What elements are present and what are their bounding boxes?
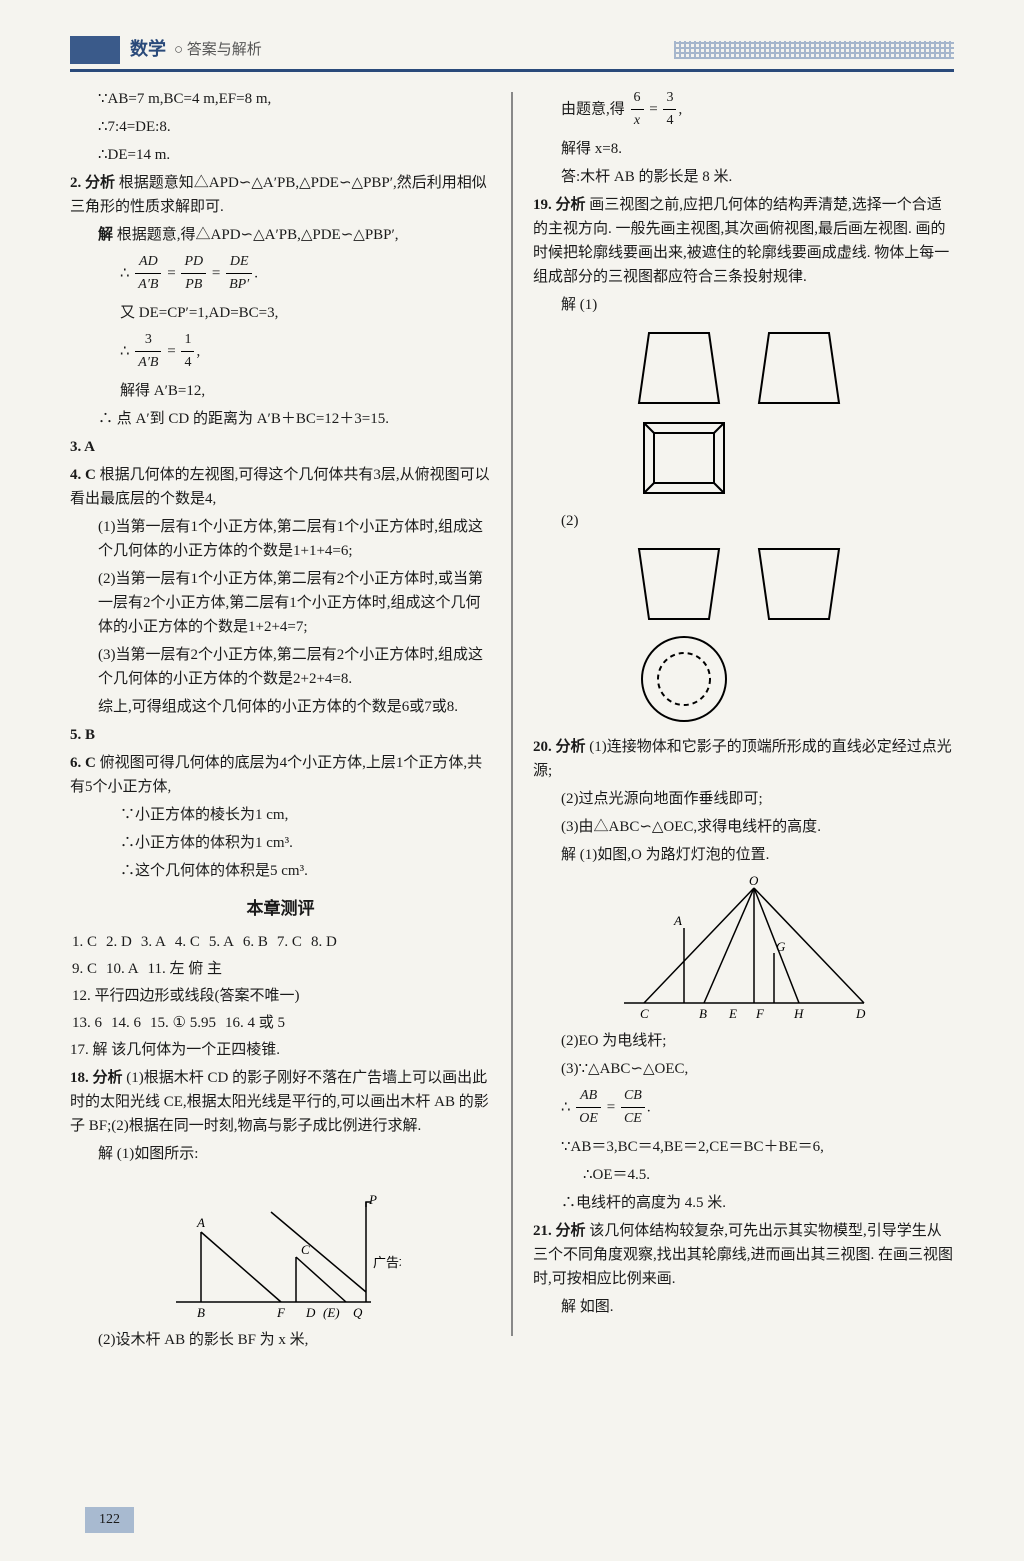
text: ∴电线杆的高度为 4.5 米. — [533, 1191, 954, 1215]
text: (3)由△ABC∽△OEC,求得电线杆的高度. — [533, 815, 954, 839]
text-line: ∵AB=7 m,BC=4 m,EF=8 m, — [70, 87, 491, 111]
q5: 5. B — [70, 723, 491, 747]
text: (3)当第一层有2个小正方体,第二层有2个小正方体时,组成这个几何体的小正方体的… — [70, 643, 491, 691]
q18-sol: 解 (1)如图所示: — [70, 1142, 491, 1166]
text: ∵小正方体的棱长为1 cm, — [70, 803, 491, 827]
svg-text:广告墙: 广告墙 — [373, 1255, 401, 1270]
q19-p2: (2) — [533, 509, 954, 533]
q-label: 6. C — [70, 755, 96, 771]
figure-18: A B C D (E) F P Q 广告墙 — [161, 1172, 401, 1322]
text-line: ∴7:4=DE:8. — [70, 115, 491, 139]
svg-text:F: F — [276, 1305, 286, 1320]
svg-text:D: D — [305, 1305, 316, 1320]
svg-text:A: A — [196, 1215, 205, 1230]
q6: 6. C 俯视图可得几何体的底层为4个小正方体,上层1个正方体,共有5个小正方体… — [70, 751, 491, 799]
column-divider — [511, 92, 513, 1336]
left-column: ∵AB=7 m,BC=4 m,EF=8 m, ∴7:4=DE:8. ∴DE=14… — [70, 87, 491, 1356]
q4: 4. C 根据几何体的左视图,可得这个几何体共有3层,从俯视图可以看出最底层的个… — [70, 463, 491, 511]
svg-text:G: G — [776, 939, 786, 954]
sol-label: 解 — [98, 227, 113, 243]
figure-19-2 — [614, 539, 874, 729]
page-header: 数学 ○ 答案与解析 — [70, 30, 954, 72]
q20-sol: 解 (1)如图,O 为路灯灯泡的位置. — [533, 843, 954, 867]
text: (1)当第一层有1个小正方体,第二层有1个小正方体时,组成这个几何体的小正方体的… — [70, 515, 491, 563]
q21-sol: 解 如图. — [533, 1295, 954, 1319]
svg-text:A: A — [673, 913, 682, 928]
q2-analysis: 2. 分析 根据题意知△APD∽△A′PB,△PDE∽△PBP′,然后利用相似三… — [70, 171, 491, 219]
q-label: 20. 分析 — [533, 739, 586, 755]
svg-text:B: B — [197, 1305, 205, 1320]
header-pattern — [674, 41, 954, 59]
text: 答:木杆 AB 的影长是 8 米. — [533, 165, 954, 189]
text: 根据几何体的左视图,可得这个几何体共有3层,从俯视图可以看出最底层的个数是4, — [70, 467, 490, 507]
text: ∴这个几何体的体积是5 cm³. — [70, 859, 491, 883]
svg-text:P: P — [368, 1192, 377, 1207]
fraction-eq: ∴ ABOE = CBCE. — [533, 1085, 954, 1131]
svg-text:D: D — [855, 1006, 866, 1021]
answer-row-4: 13. 614. 615. ① 5.9516. 4 或 5 — [70, 1011, 491, 1035]
svg-text:E: E — [728, 1006, 737, 1021]
svg-text:Q: Q — [353, 1305, 363, 1320]
text: (2)EO 为电线杆; — [533, 1029, 954, 1053]
page-body: ∵AB=7 m,BC=4 m,EF=8 m, ∴7:4=DE:8. ∴DE=14… — [70, 87, 954, 1356]
text: (1)连接物体和它影子的顶端所形成的直线必定经过点光源; — [533, 739, 952, 779]
q19-analysis: 19. 分析 画三视图之前,应把几何体的结构弄清楚,选择一个合适的主视方向. 一… — [533, 193, 954, 289]
right-column: 由题意,得 6x = 34, 解得 x=8. 答:木杆 AB 的影长是 8 米.… — [533, 87, 954, 1356]
text: 综上,可得组成这个几何体的小正方体的个数是6或7或8. — [70, 695, 491, 719]
svg-text:B: B — [699, 1006, 707, 1021]
text: 根据题意知△APD∽△A′PB,△PDE∽△PBP′,然后利用相似三角形的性质求… — [70, 175, 487, 215]
svg-text:O: O — [749, 873, 759, 888]
figure-19-1 — [614, 323, 874, 503]
text-line: ∴DE=14 m. — [70, 143, 491, 167]
q-label: 21. 分析 — [533, 1223, 586, 1239]
q21-analysis: 21. 分析 该几何体结构较复杂,可先出示其实物模型,引导学生从三个不同角度观察… — [533, 1219, 954, 1291]
fraction-eq: ∴ ADA′B = PDPB = DEBP′. — [70, 251, 491, 297]
svg-text:C: C — [640, 1006, 649, 1021]
svg-text:F: F — [755, 1006, 765, 1021]
text: ∴小正方体的体积为1 cm³. — [70, 831, 491, 855]
text: 解得 x=8. — [533, 137, 954, 161]
answer-row-3: 12. 平行四边形或线段(答案不唯一) — [70, 984, 491, 1008]
svg-text:H: H — [793, 1006, 804, 1021]
q20-analysis: 20. 分析 (1)连接物体和它影子的顶端所形成的直线必定经过点光源; — [533, 735, 954, 783]
text: ∴OE＝4.5. — [533, 1163, 954, 1187]
q19-sol: 解 (1) — [533, 293, 954, 317]
q18c: (2)设木杆 AB 的影长 BF 为 x 米, — [70, 1328, 491, 1352]
text: ∵AB＝3,BC＝4,BE＝2,CE＝BC＋BE＝6, — [533, 1135, 954, 1159]
header-section: ○ 答案与解析 — [174, 38, 262, 62]
header-decor — [70, 36, 120, 64]
text: (2)当第一层有1个小正方体,第二层有2个小正方体时,或当第一层有2个小正方体,… — [70, 567, 491, 639]
q-label: 2. 分析 — [70, 175, 115, 191]
text: 该几何体结构较复杂,可先出示其实物模型,引导学生从三个不同角度观察,找出其轮廓线… — [533, 1223, 953, 1287]
text: 根据题意,得△APD∽△A′PB,△PDE∽△PBP′, — [117, 227, 399, 243]
svg-text:(E): (E) — [323, 1305, 340, 1320]
text-line: ∴ 点 A′到 CD 的距离为 A′B＋BC=12＋3=15. — [70, 407, 491, 431]
answer-row-1: 1. C2. D3. A4. C5. A6. B7. C8. D — [70, 930, 491, 954]
q-label: 18. 分析 — [70, 1070, 123, 1086]
q3: 3. A — [70, 435, 491, 459]
q17: 17. 解 该几何体为一个正四棱锥. — [70, 1038, 491, 1062]
answer-row-2: 9. C10. A11. 左 俯 主 — [70, 957, 491, 981]
q18-analysis: 18. 分析 (1)根据木杆 CD 的影子刚好不落在广告墙上可以画出此时的太阳光… — [70, 1066, 491, 1138]
page-number: 122 — [85, 1507, 134, 1533]
text: (2)过点光源向地面作垂线即可; — [533, 787, 954, 811]
fraction-eq: ∴ 3A′B = 14, — [70, 329, 491, 375]
text: 俯视图可得几何体的底层为4个小正方体,上层1个正方体,共有5个小正方体, — [70, 755, 482, 795]
q-label: 19. 分析 — [533, 197, 586, 213]
text-line: 又 DE=CP′=1,AD=BC=3, — [70, 301, 491, 325]
text-line: 解得 A′B=12, — [70, 379, 491, 403]
figure-20: O A G C B E F H D — [604, 873, 884, 1023]
header-subject: 数学 — [130, 35, 166, 64]
q-label: 4. C — [70, 467, 96, 483]
q2-solution: 解 根据题意,得△APD∽△A′PB,△PDE∽△PBP′, — [70, 223, 491, 247]
fraction-eq: 由题意,得 6x = 34, — [533, 87, 954, 133]
text: (1)根据木杆 CD 的影子刚好不落在广告墙上可以画出此时的太阳光线 CE,根据… — [70, 1070, 489, 1134]
svg-text:C: C — [301, 1242, 310, 1257]
chapter-title: 本章测评 — [70, 895, 491, 922]
text: 画三视图之前,应把几何体的结构弄清楚,选择一个合适的主视方向. 一般先画主视图,… — [533, 197, 949, 285]
text: (3)∵△ABC∽△OEC, — [533, 1057, 954, 1081]
